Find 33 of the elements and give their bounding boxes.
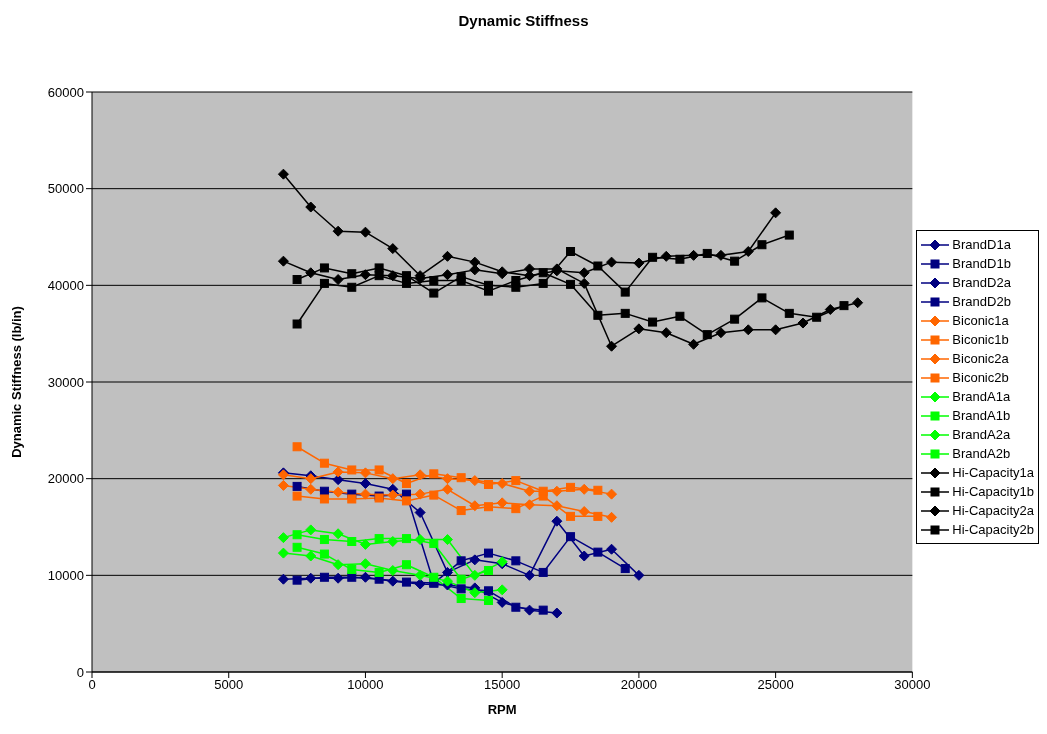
y-tick-label: 30000: [47, 374, 84, 390]
y-axis-title: Dynamic Stiffness (lb/in): [8, 306, 24, 458]
y-tick-label: 50000: [47, 181, 84, 197]
legend-label: BrandA2a: [952, 426, 1011, 443]
legend-label: BrandA1a: [952, 388, 1011, 405]
x-tick-label: 25000: [757, 677, 794, 693]
legend-label: Hi-Capacity2a: [952, 502, 1034, 519]
legend-label: Biconic2a: [952, 350, 1009, 367]
y-tick-label: 20000: [47, 471, 84, 487]
x-tick-label: 10000: [347, 677, 384, 693]
x-tick-label: 5000: [214, 677, 244, 693]
legend-label: BrandD2b: [952, 293, 1011, 310]
legend-label: Hi-Capacity1a: [952, 464, 1034, 481]
x-tick-label: 0: [88, 677, 96, 693]
legend-label: BrandD1b: [952, 255, 1011, 272]
x-tick-label: 30000: [894, 677, 931, 693]
legend-label: Hi-Capacity1b: [952, 483, 1034, 500]
y-tick-label: 40000: [47, 277, 84, 293]
x-axis-title: RPM: [487, 702, 517, 717]
legend-label: Biconic1b: [952, 331, 1009, 348]
x-tick-label: 20000: [620, 677, 657, 693]
chart-title: Dynamic Stiffness: [457, 11, 590, 31]
legend-label: Biconic1a: [952, 312, 1009, 329]
legend-label: Hi-Capacity2b: [952, 521, 1034, 538]
legend-label: Biconic2b: [952, 369, 1009, 386]
legend-label: BrandD1a: [952, 236, 1011, 253]
legend-label: BrandA1b: [952, 407, 1011, 424]
y-tick-label: 60000: [47, 84, 84, 100]
y-tick-label: 0: [76, 664, 84, 680]
x-tick-label: 15000: [484, 677, 521, 693]
y-tick-label: 10000: [47, 567, 84, 583]
legend-label: BrandA2b: [952, 445, 1011, 462]
legend-label: BrandD2a: [952, 274, 1011, 291]
